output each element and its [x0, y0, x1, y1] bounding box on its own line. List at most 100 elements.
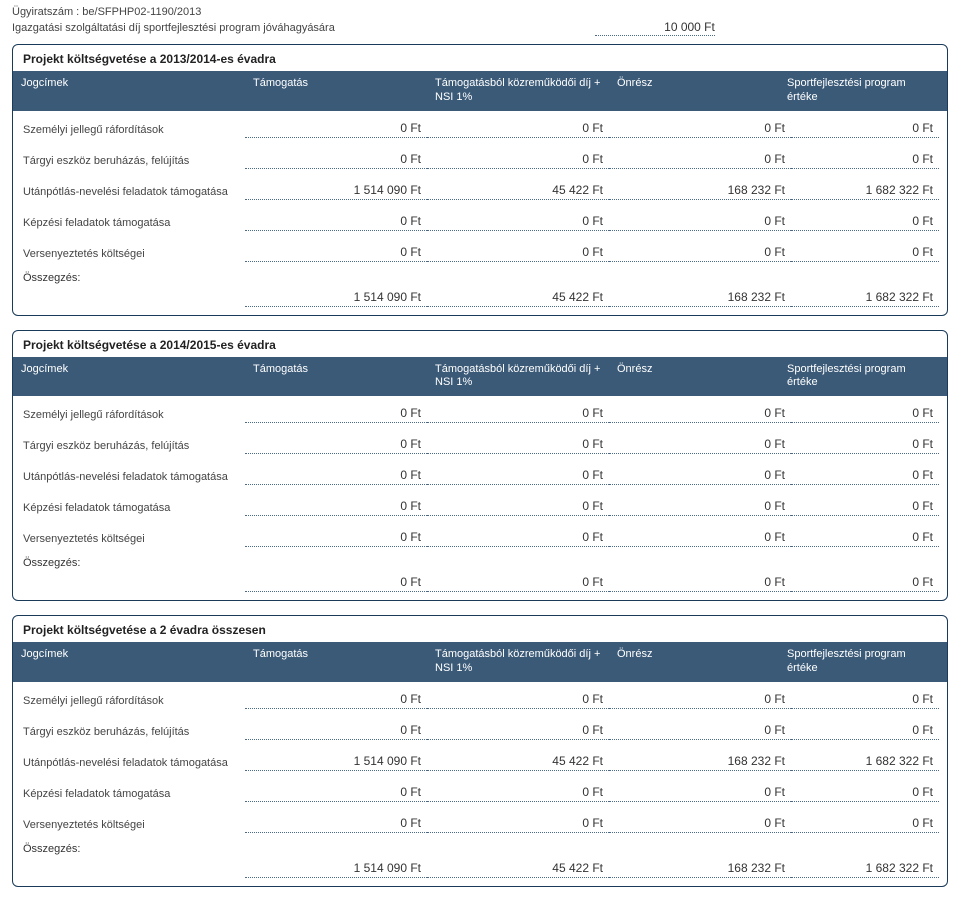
cell-value: 0 Ft	[791, 806, 939, 833]
cell-value: 0 Ft	[791, 204, 939, 231]
cell-value: 0 Ft	[609, 396, 791, 423]
col-header-jogcimek: Jogcímek	[13, 71, 245, 111]
cell-value: 0 Ft	[609, 806, 791, 833]
cell-value: 0 Ft	[245, 427, 427, 454]
cell-value: 0 Ft	[791, 682, 939, 709]
table-row: Képzési feladatok támogatása 0 Ft 0 Ft 0…	[13, 489, 947, 520]
col-header-kozremukodoi: Támogatásból közreműködői díj + NSI 1%	[427, 642, 609, 682]
table-row: Tárgyi eszköz beruházás, felújítás 0 Ft …	[13, 142, 947, 173]
col-header-onresz: Önrész	[609, 71, 779, 111]
cell-value: 0 Ft	[245, 396, 427, 423]
summary-value: 0 Ft	[609, 569, 791, 592]
summary-value: 168 232 Ft	[609, 855, 791, 878]
cell-value: 168 232 Ft	[609, 744, 791, 771]
cell-value: 0 Ft	[427, 427, 609, 454]
cell-value: 0 Ft	[609, 520, 791, 547]
row-label: Utánpótlás-nevelési feladatok támogatása	[21, 176, 245, 204]
cell-value: 0 Ft	[245, 682, 427, 709]
budget-section-2013-2014: Projekt költségvetése a 2013/2014-es éva…	[12, 44, 948, 316]
cell-value: 0 Ft	[427, 489, 609, 516]
cell-value: 0 Ft	[245, 458, 427, 485]
row-label: Versenyeztetés költségei	[21, 523, 245, 551]
row-label: Utánpótlás-nevelési feladatok támogatása	[21, 461, 245, 489]
cell-value: 1 514 090 Ft	[245, 744, 427, 771]
col-header-program-ertek: Sportfejlesztési program értéke	[779, 357, 947, 397]
cell-value: 0 Ft	[609, 458, 791, 485]
table-row: Utánpótlás-nevelési feladatok támogatása…	[13, 173, 947, 204]
summary-value: 168 232 Ft	[609, 284, 791, 307]
table-row: Versenyeztetés költségei 0 Ft 0 Ft 0 Ft …	[13, 806, 947, 837]
summary-spacer	[21, 569, 245, 592]
doc-subheader: Igazgatási szolgáltatási díj sportfejles…	[12, 22, 335, 34]
cell-value: 45 422 Ft	[427, 744, 609, 771]
cell-value: 0 Ft	[791, 520, 939, 547]
cell-value: 0 Ft	[609, 427, 791, 454]
summary-value: 1 514 090 Ft	[245, 284, 427, 307]
summary-label: Összegzés:	[13, 551, 947, 569]
doc-ref: Ügyiratszám : be/SFPHP02-1190/2013	[12, 6, 948, 18]
row-label: Tárgyi eszköz beruházás, felújítás	[21, 430, 245, 458]
budget-section-2014-2015: Projekt költségvetése a 2014/2015-es éva…	[12, 330, 948, 602]
cell-value: 0 Ft	[245, 111, 427, 138]
doc-fee: 10 000 Ft	[595, 20, 715, 36]
cell-value: 0 Ft	[245, 520, 427, 547]
cell-value: 0 Ft	[791, 489, 939, 516]
summary-value: 1 514 090 Ft	[245, 855, 427, 878]
table-row: Képzési feladatok támogatása 0 Ft 0 Ft 0…	[13, 775, 947, 806]
cell-value: 0 Ft	[245, 713, 427, 740]
cell-value: 0 Ft	[791, 111, 939, 138]
doc-subheader-row: Igazgatási szolgáltatási díj sportfejles…	[12, 20, 948, 36]
row-label: Tárgyi eszköz beruházás, felújítás	[21, 716, 245, 744]
cell-value: 1 514 090 Ft	[245, 173, 427, 200]
table-row: Versenyeztetés költségei 0 Ft 0 Ft 0 Ft …	[13, 235, 947, 266]
cell-value: 1 682 322 Ft	[791, 744, 939, 771]
col-header-tamogatas: Támogatás	[245, 357, 427, 397]
cell-value: 0 Ft	[609, 142, 791, 169]
summary-spacer	[21, 855, 245, 878]
cell-value: 0 Ft	[427, 520, 609, 547]
summary-value: 1 682 322 Ft	[791, 284, 939, 307]
cell-value: 0 Ft	[609, 489, 791, 516]
cell-value: 0 Ft	[609, 775, 791, 802]
summary-row: 1 514 090 Ft 45 422 Ft 168 232 Ft 1 682 …	[13, 855, 947, 886]
cell-value: 0 Ft	[791, 396, 939, 423]
summary-value: 0 Ft	[427, 569, 609, 592]
col-header-jogcimek: Jogcímek	[13, 642, 245, 682]
row-label: Személyi jellegű ráfordítások	[21, 685, 245, 713]
col-header-tamogatas: Támogatás	[245, 71, 427, 111]
summary-row: 1 514 090 Ft 45 422 Ft 168 232 Ft 1 682 …	[13, 284, 947, 315]
col-header-jogcimek: Jogcímek	[13, 357, 245, 397]
cell-value: 0 Ft	[245, 142, 427, 169]
cell-value: 168 232 Ft	[609, 173, 791, 200]
cell-value: 0 Ft	[427, 204, 609, 231]
table-row: Személyi jellegű ráfordítások 0 Ft 0 Ft …	[13, 111, 947, 142]
cell-value: 1 682 322 Ft	[791, 173, 939, 200]
table-row: Személyi jellegű ráfordítások 0 Ft 0 Ft …	[13, 396, 947, 427]
col-header-onresz: Önrész	[609, 642, 779, 682]
summary-spacer	[21, 284, 245, 307]
cell-value: 0 Ft	[427, 458, 609, 485]
summary-label: Összegzés:	[13, 266, 947, 284]
summary-value: 45 422 Ft	[427, 855, 609, 878]
row-label: Versenyeztetés költségei	[21, 238, 245, 266]
cell-value: 0 Ft	[791, 427, 939, 454]
cell-value: 0 Ft	[427, 713, 609, 740]
row-label: Versenyeztetés költségei	[21, 809, 245, 837]
cell-value: 0 Ft	[427, 142, 609, 169]
col-header-program-ertek: Sportfejlesztési program értéke	[779, 71, 947, 111]
summary-row: 0 Ft 0 Ft 0 Ft 0 Ft	[13, 569, 947, 600]
cell-value: 0 Ft	[245, 204, 427, 231]
cell-value: 0 Ft	[427, 806, 609, 833]
col-header-tamogatas: Támogatás	[245, 642, 427, 682]
table-row: Versenyeztetés költségei 0 Ft 0 Ft 0 Ft …	[13, 520, 947, 551]
summary-value: 45 422 Ft	[427, 284, 609, 307]
cell-value: 0 Ft	[609, 713, 791, 740]
cell-value: 0 Ft	[427, 682, 609, 709]
col-header-kozremukodoi: Támogatásból közreműködői díj + NSI 1%	[427, 357, 609, 397]
cell-value: 0 Ft	[609, 111, 791, 138]
table-row: Utánpótlás-nevelési feladatok támogatása…	[13, 458, 947, 489]
row-label: Tárgyi eszköz beruházás, felújítás	[21, 145, 245, 173]
table-header-row: Jogcímek Támogatás Támogatásból közreműk…	[13, 357, 947, 397]
row-label: Utánpótlás-nevelési feladatok támogatása	[21, 747, 245, 775]
col-header-program-ertek: Sportfejlesztési program értéke	[779, 642, 947, 682]
